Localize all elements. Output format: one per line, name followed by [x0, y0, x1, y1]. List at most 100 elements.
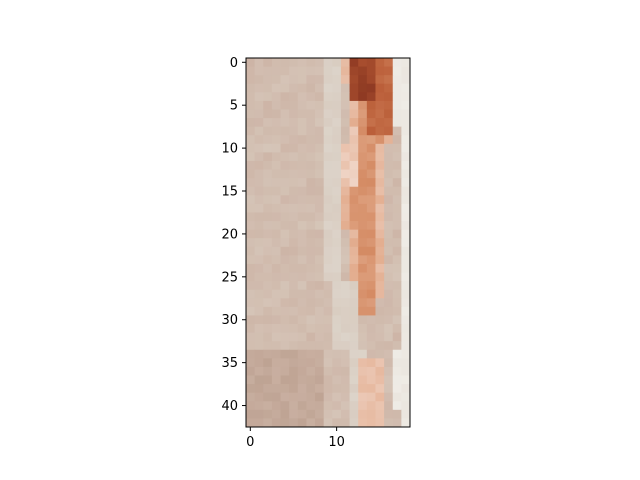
heatmap-cell: [254, 306, 264, 316]
heatmap-cell: [358, 392, 368, 402]
heatmap-cell: [332, 135, 342, 145]
heatmap-cell: [375, 298, 385, 308]
heatmap-cell: [306, 332, 316, 342]
heatmap-cell: [358, 418, 368, 428]
heatmap-cell: [297, 135, 307, 145]
heatmap-cell: [384, 100, 394, 110]
heatmap-cell: [340, 341, 351, 351]
heatmap-cell: [323, 238, 333, 248]
heatmap-cell: [323, 281, 333, 291]
heatmap-cell: [280, 75, 290, 85]
heatmap-cell: [392, 384, 402, 394]
heatmap-cell: [246, 178, 256, 188]
heatmap-cell: [392, 135, 402, 145]
heatmap-cell: [306, 126, 316, 136]
heatmap-cell: [323, 195, 333, 205]
heatmap-cell: [332, 375, 342, 385]
heatmap-cell: [349, 178, 359, 188]
heatmap-cell: [332, 281, 342, 291]
heatmap-cell: [332, 246, 342, 256]
heatmap-cell: [306, 358, 316, 368]
heatmap-cell: [332, 255, 342, 265]
heatmap-cell: [263, 152, 273, 162]
heatmap-cell: [332, 203, 342, 213]
heatmap-cell: [340, 332, 351, 342]
heatmap-cell: [332, 92, 342, 102]
heatmap-cell: [366, 298, 376, 308]
heatmap-cell: [315, 58, 325, 68]
heatmap-cell: [384, 238, 394, 248]
heatmap-cell: [263, 126, 273, 136]
heatmap-cell: [271, 358, 282, 368]
heatmap-cell: [358, 221, 368, 231]
heatmap-cell: [392, 263, 402, 274]
heatmap-cell: [263, 375, 273, 385]
heatmap-cell: [332, 409, 342, 419]
heatmap-cell: [384, 83, 394, 93]
heatmap-cell: [384, 289, 394, 299]
heatmap-cell: [392, 92, 402, 102]
heatmap-cell: [289, 409, 299, 419]
heatmap-cell: [289, 152, 299, 162]
heatmap-cell: [271, 281, 282, 291]
heatmap-cell: [392, 246, 402, 256]
heatmap-cell: [332, 349, 342, 359]
heatmap-cell: [254, 246, 264, 256]
heatmap-cell: [358, 366, 368, 377]
heatmap-cell: [401, 126, 411, 136]
heatmap-cell: [280, 392, 290, 402]
heatmap-cell: [340, 92, 351, 102]
heatmap-cell: [297, 160, 307, 171]
heatmap-cell: [297, 195, 307, 205]
heatmap-cell: [392, 324, 402, 334]
heatmap-cell: [349, 58, 359, 68]
heatmap-cell: [384, 332, 394, 342]
heatmap-cell: [306, 315, 316, 325]
heatmap-cell: [246, 186, 256, 196]
heatmap-cell: [289, 66, 299, 76]
heatmap-cell: [315, 401, 325, 411]
heatmap-cell: [375, 332, 385, 342]
heatmap-cell: [358, 289, 368, 299]
heatmap-cell: [401, 143, 411, 153]
heatmap-cell: [340, 83, 351, 93]
heatmap-cell: [271, 375, 282, 385]
heatmap-cell: [297, 324, 307, 334]
heatmap-cell: [315, 221, 325, 231]
heatmap-cell: [349, 126, 359, 136]
heatmap-cell: [297, 341, 307, 351]
heatmap-cell: [366, 135, 376, 145]
heatmap-cell: [263, 92, 273, 102]
heatmap-cell: [384, 375, 394, 385]
heatmap-cell: [246, 203, 256, 213]
heatmap-cell: [340, 246, 351, 256]
heatmap-cell: [375, 255, 385, 265]
heatmap-cell: [246, 332, 256, 342]
heatmap-cell: [254, 289, 264, 299]
heatmap-cell: [323, 143, 333, 153]
heatmap-cell: [263, 212, 273, 222]
heatmap-cell: [332, 289, 342, 299]
heatmap-cell: [332, 100, 342, 110]
heatmap-cell: [332, 298, 342, 308]
heatmap-cell: [358, 349, 368, 359]
heatmap-cell: [306, 109, 316, 119]
heatmap-cell: [306, 100, 316, 110]
heatmap-cell: [263, 315, 273, 325]
heatmap-cell: [384, 126, 394, 136]
heatmap-cell: [358, 401, 368, 411]
heatmap-cell: [323, 418, 333, 428]
heatmap-cell: [340, 160, 351, 171]
heatmap-cell: [315, 358, 325, 368]
heatmap-cell: [254, 392, 264, 402]
heatmap-cell: [263, 366, 273, 377]
heatmap-cell: [254, 375, 264, 385]
heatmap-cell: [297, 58, 307, 68]
heatmap-cell: [340, 238, 351, 248]
heatmap-cell: [384, 229, 394, 239]
heatmap-cell: [297, 118, 307, 128]
heatmap-cell: [375, 83, 385, 93]
heatmap-cell: [289, 306, 299, 316]
heatmap-cell: [340, 195, 351, 205]
heatmap-cell: [384, 263, 394, 274]
